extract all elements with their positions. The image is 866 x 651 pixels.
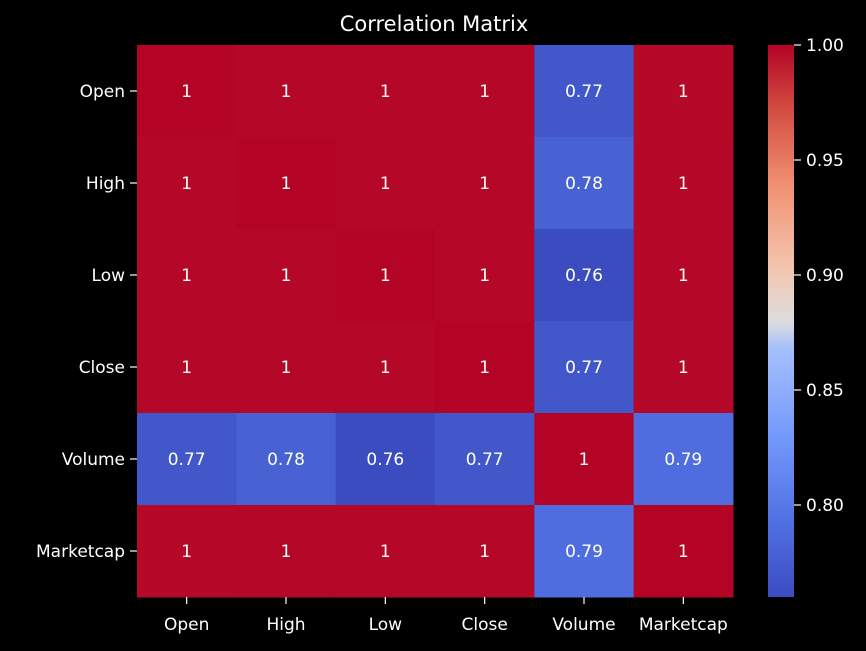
heatmap-cell bbox=[236, 229, 337, 322]
heatmap-cell bbox=[236, 321, 337, 414]
cell-label: 1 bbox=[479, 174, 490, 194]
heatmap-cell bbox=[534, 413, 635, 506]
y-tick-label: High bbox=[86, 174, 125, 194]
colorbar-tick-label: 0.85 bbox=[806, 381, 844, 401]
heatmap-cell bbox=[435, 321, 535, 414]
x-axis-ticks: Open High Low Close Volume Marketcap bbox=[164, 597, 728, 635]
y-tick-label: Volume bbox=[62, 450, 125, 470]
heatmap-cell bbox=[633, 45, 734, 138]
cell-label: 1 bbox=[678, 358, 689, 378]
heatmap-cell bbox=[335, 505, 436, 598]
cell-label: 1 bbox=[181, 266, 192, 286]
heatmap-cell bbox=[335, 45, 436, 138]
heatmap-cell bbox=[335, 229, 436, 322]
heatmap-cell bbox=[335, 321, 436, 414]
heatmap-cell bbox=[335, 137, 436, 230]
heatmap-cell bbox=[137, 505, 237, 598]
cell-label: 1 bbox=[479, 266, 490, 286]
colorbar-tick-label: 0.90 bbox=[806, 266, 844, 286]
heatmap-cell bbox=[633, 413, 734, 506]
y-tick-label: Open bbox=[80, 82, 125, 102]
colorbar-tick-label: 1.00 bbox=[806, 36, 844, 56]
x-tick-label: Close bbox=[462, 615, 508, 635]
heatmap-cell bbox=[633, 229, 734, 322]
cell-label: 0.77 bbox=[466, 450, 504, 470]
cell-label: 1 bbox=[181, 174, 192, 194]
heatmap-cell bbox=[137, 229, 237, 322]
cell-label: 1 bbox=[181, 82, 192, 102]
x-tick-label: High bbox=[266, 615, 305, 635]
cell-label: 1 bbox=[678, 266, 689, 286]
x-tick-label: Marketcap bbox=[639, 615, 728, 635]
heatmap-cell bbox=[137, 137, 237, 230]
x-tick-label: Low bbox=[369, 615, 403, 635]
heatmap-cell bbox=[137, 321, 237, 414]
heatmap-cell bbox=[534, 45, 635, 138]
colorbar-tick-label: 0.80 bbox=[806, 496, 844, 516]
heatmap-cell bbox=[534, 321, 635, 414]
cell-label: 1 bbox=[380, 174, 391, 194]
heatmap-cell bbox=[335, 413, 436, 506]
colorbar-tick-label: 0.95 bbox=[806, 151, 844, 171]
heatmap-cell bbox=[633, 321, 734, 414]
cell-label: 1 bbox=[380, 266, 391, 286]
cell-label: 1 bbox=[678, 542, 689, 562]
cell-label: 0.79 bbox=[664, 450, 702, 470]
heatmap-cell bbox=[435, 137, 535, 230]
heatmap-cell bbox=[534, 505, 635, 598]
cell-label: 0.77 bbox=[565, 358, 603, 378]
x-tick-label: Volume bbox=[552, 615, 615, 635]
heatmap-cell bbox=[633, 137, 734, 230]
cell-label: 1 bbox=[479, 542, 490, 562]
cell-label: 1 bbox=[678, 174, 689, 194]
cell-label: 1 bbox=[380, 542, 391, 562]
cell-label: 0.76 bbox=[366, 450, 404, 470]
heatmap-cell bbox=[534, 137, 635, 230]
cell-label: 0.78 bbox=[267, 450, 305, 470]
cell-label: 1 bbox=[479, 358, 490, 378]
heatmap-cell bbox=[435, 229, 535, 322]
cell-label: 1 bbox=[281, 358, 292, 378]
cell-label: 1 bbox=[281, 542, 292, 562]
colorbar bbox=[768, 45, 794, 597]
cell-label: 0.77 bbox=[565, 82, 603, 102]
heatmap-cells: 1 1 1 1 0.77 1 1 1 1 1 0.78 1 1 1 1 1 0.76 1 1 1 1 1 0.77 1 0.77… bbox=[137, 45, 734, 598]
cell-label: 1 bbox=[579, 450, 590, 470]
heatmap-cell bbox=[435, 505, 535, 598]
cell-label: 1 bbox=[380, 358, 391, 378]
cell-label: 1 bbox=[281, 82, 292, 102]
y-tick-label: Close bbox=[79, 358, 125, 378]
heatmap-cell bbox=[236, 413, 337, 506]
y-axis-ticks: Open High Low Close Volume Marketcap bbox=[36, 82, 137, 562]
cell-label: 0.77 bbox=[168, 450, 206, 470]
y-tick-label: Low bbox=[92, 266, 126, 286]
cell-label: 0.78 bbox=[565, 174, 603, 194]
heatmap-cell bbox=[137, 45, 237, 138]
heatmap-cell bbox=[435, 413, 535, 506]
heatmap-cell bbox=[137, 413, 237, 506]
cell-label: 1 bbox=[181, 358, 192, 378]
cell-label: 0.76 bbox=[565, 266, 603, 286]
heatmap-cell bbox=[236, 45, 337, 138]
cell-label: 1 bbox=[181, 542, 192, 562]
heatmap-cell bbox=[633, 505, 734, 598]
cell-label: 1 bbox=[281, 266, 292, 286]
heatmap-cell bbox=[236, 137, 337, 230]
colorbar-ticks: 0.80 0.85 0.90 0.95 1.00 bbox=[794, 36, 844, 516]
cell-label: 0.79 bbox=[565, 542, 603, 562]
x-tick-label: Open bbox=[164, 615, 209, 635]
heatmap-cell bbox=[534, 229, 635, 322]
cell-label: 1 bbox=[281, 174, 292, 194]
heatmap-cell bbox=[236, 505, 337, 598]
cell-label: 1 bbox=[678, 82, 689, 102]
cell-label: 1 bbox=[380, 82, 391, 102]
cell-label: 1 bbox=[479, 82, 490, 102]
chart-title: Correlation Matrix bbox=[340, 12, 529, 36]
y-tick-label: Marketcap bbox=[36, 542, 125, 562]
heatmap-cell bbox=[435, 45, 535, 138]
